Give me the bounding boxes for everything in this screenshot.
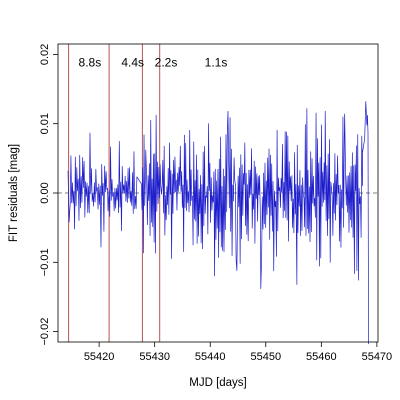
x-tick-label: 55440 (195, 351, 226, 363)
series-group (67, 101, 369, 345)
y-axis-title: FIT residuals [mag] (8, 144, 20, 242)
x-tick-label: 55450 (250, 351, 281, 363)
y-tick-label: −0.02 (39, 318, 51, 346)
annotations: 8.8s 4.4s 2.2s 1.1s (79, 56, 228, 70)
annotation-label: 4.4s (121, 56, 144, 70)
x-tick-label: 55430 (139, 351, 170, 363)
x-tick-label: 55460 (306, 351, 337, 363)
x-axis-title: MJD [days] (189, 377, 247, 389)
x-tick-label: 55420 (84, 351, 115, 363)
y-tick-label: −0.01 (39, 248, 51, 276)
annotation-label: 8.8s (79, 56, 102, 70)
residual-series-line (67, 101, 369, 345)
annotation-label: 2.2s (155, 56, 178, 70)
annotation-label: 1.1s (205, 56, 228, 70)
y-tick-label: 0.01 (39, 113, 51, 134)
x-axis: 55420 55430 55440 55450 55460 55470 (84, 342, 392, 363)
y-axis: −0.02 −0.01 0.00 0.01 0.02 (39, 44, 58, 346)
y-tick-label: 0.00 (39, 182, 51, 203)
y-tick-label: 0.02 (39, 44, 51, 65)
x-tick-label: 55470 (362, 351, 393, 363)
